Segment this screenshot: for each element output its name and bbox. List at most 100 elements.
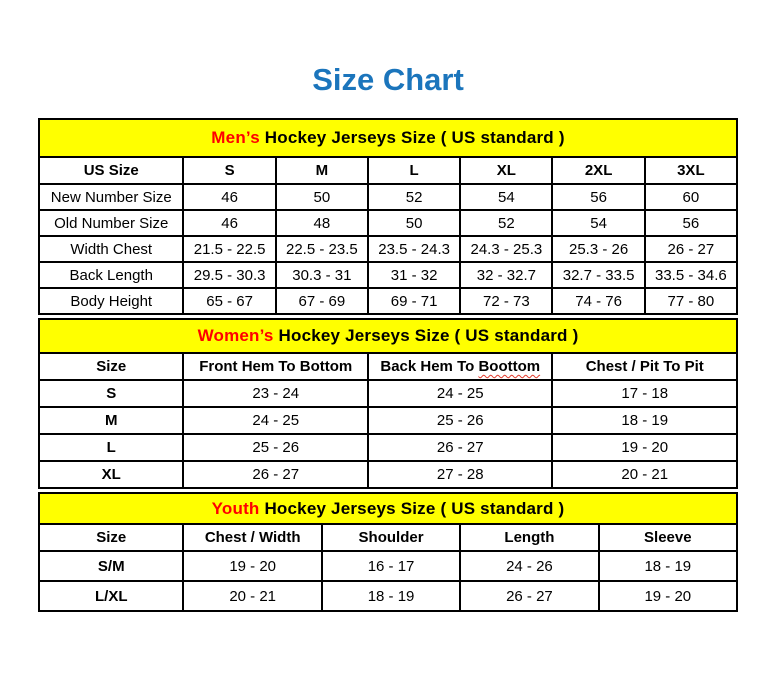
row-label-cell: Body Height: [37, 287, 185, 315]
header-cell: Length: [459, 523, 600, 552]
data-cell: 30.3 - 31: [274, 261, 369, 289]
data-cell: 46: [182, 183, 277, 211]
data-cell: 25 - 26: [182, 433, 369, 462]
table-row: New Number Size 46 50 52 54 56 60: [37, 183, 739, 211]
row-label-cell: S: [37, 379, 185, 408]
data-cell: 26 - 27: [182, 460, 369, 489]
data-cell: 24 - 25: [182, 406, 369, 435]
youth-section-header: Youth Hockey Jerseys Size ( US standard …: [38, 492, 738, 525]
data-cell: 46: [182, 209, 277, 237]
header-cell: L: [366, 156, 462, 185]
header-cell: Back Hem To Boottom: [366, 352, 554, 381]
row-label-cell: New Number Size: [37, 183, 185, 211]
header-cell: US Size: [37, 156, 185, 185]
data-cell: 26 - 27: [643, 235, 739, 263]
data-cell: 52: [459, 209, 554, 237]
youth-title-red-prefix: Youth: [211, 498, 260, 518]
header-cell: Size: [37, 523, 185, 552]
table-row: L 25 - 26 26 - 27 19 - 20: [37, 433, 738, 462]
page-title: Size Chart: [312, 62, 464, 97]
table-row: Width Chest 21.5 - 22.5 22.5 - 23.5 23.5…: [37, 235, 739, 263]
misspelled-word-squiggle: Boottom: [478, 358, 541, 375]
youth-header-row: Size Chest / Width Shoulder Length Sleev…: [37, 523, 739, 552]
data-cell: 19 - 20: [182, 550, 323, 582]
table-row: XL 26 - 27 27 - 28 20 - 21: [37, 460, 738, 489]
data-cell: 20 - 21: [182, 580, 323, 612]
table-row: L/XL 20 - 21 18 - 19 26 - 27 19 - 20: [37, 580, 739, 612]
header-cell: 2XL: [551, 156, 646, 185]
data-cell: 19 - 20: [551, 433, 738, 462]
data-cell: 54: [459, 183, 554, 211]
data-cell: 18 - 19: [551, 406, 738, 435]
youth-size-table: Youth Hockey Jerseys Size ( US standard …: [37, 492, 739, 612]
table-row: S 23 - 24 24 - 25 17 - 18: [37, 379, 738, 408]
data-cell: 77 - 80: [643, 287, 739, 315]
data-cell: 27 - 28: [366, 460, 554, 489]
data-cell: 18 - 19: [597, 550, 739, 582]
data-cell: 29.5 - 30.3: [182, 261, 277, 289]
header-cell: Size: [37, 352, 185, 381]
womens-section-header: Women’s Hockey Jerseys Size ( US standar…: [38, 318, 738, 354]
data-cell: 26 - 27: [459, 580, 600, 612]
data-cell: 22.5 - 23.5: [274, 235, 369, 263]
header-cell: Shoulder: [320, 523, 462, 552]
data-cell: 69 - 71: [366, 287, 462, 315]
data-cell: 24.3 - 25.3: [459, 235, 554, 263]
data-cell: 50: [274, 183, 369, 211]
header-cell: Chest / Width: [182, 523, 323, 552]
womens-header-row: Size Front Hem To Bottom Back Hem To Boo…: [37, 352, 738, 381]
header-cell: Front Hem To Bottom: [182, 352, 369, 381]
mens-title-rest: Hockey Jerseys Size ( US standard ): [259, 128, 565, 147]
data-cell: 20 - 21: [551, 460, 738, 489]
header-cell: 3XL: [643, 156, 739, 185]
size-chart: Men’s Hockey Jerseys Size ( US standard …: [37, 118, 739, 612]
data-cell: 56: [643, 209, 739, 237]
header-cell: M: [274, 156, 369, 185]
mens-section-header: Men’s Hockey Jerseys Size ( US standard …: [38, 118, 738, 158]
table-row: M 24 - 25 25 - 26 18 - 19: [37, 406, 738, 435]
womens-section-title: Women’s Hockey Jerseys Size ( US standar…: [38, 318, 738, 354]
data-cell: 24 - 25: [366, 379, 554, 408]
data-cell: 21.5 - 22.5: [182, 235, 277, 263]
mens-section-title: Men’s Hockey Jerseys Size ( US standard …: [38, 118, 738, 158]
row-label-cell: Old Number Size: [37, 209, 185, 237]
header-text: Back Hem To: [380, 358, 479, 375]
data-cell: 32.7 - 33.5: [551, 261, 646, 289]
data-cell: 56: [551, 183, 646, 211]
data-cell: 18 - 19: [320, 580, 462, 612]
womens-title-red-prefix: Women’s: [197, 326, 274, 345]
header-cell: Chest / Pit To Pit: [551, 352, 738, 381]
row-label-cell: XL: [37, 460, 185, 489]
row-label-cell: L: [37, 433, 185, 462]
data-cell: 32 - 32.7: [459, 261, 554, 289]
mens-size-table: Men’s Hockey Jerseys Size ( US standard …: [37, 118, 739, 315]
data-cell: 23.5 - 24.3: [366, 235, 462, 263]
data-cell: 74 - 76: [551, 287, 646, 315]
youth-section-title: Youth Hockey Jerseys Size ( US standard …: [38, 492, 738, 525]
row-label-cell: L/XL: [37, 580, 185, 612]
data-cell: 33.5 - 34.6: [643, 261, 739, 289]
row-label-cell: Width Chest: [37, 235, 185, 263]
womens-size-table: Women’s Hockey Jerseys Size ( US standar…: [37, 318, 738, 489]
row-label-cell: S/M: [37, 550, 185, 582]
data-cell: 26 - 27: [366, 433, 554, 462]
table-row: Body Height 65 - 67 67 - 69 69 - 71 72 -…: [37, 287, 739, 315]
row-label-cell: Back Length: [37, 261, 185, 289]
data-cell: 31 - 32: [366, 261, 462, 289]
data-cell: 52: [366, 183, 462, 211]
mens-header-row: US Size S M L XL 2XL 3XL: [37, 156, 739, 185]
youth-title-rest: Hockey Jerseys Size ( US standard ): [259, 498, 565, 518]
mens-title-red-prefix: Men’s: [211, 128, 260, 147]
data-cell: 54: [551, 209, 646, 237]
data-cell: 48: [274, 209, 369, 237]
table-row: Old Number Size 46 48 50 52 54 56: [37, 209, 739, 237]
data-cell: 25.3 - 26: [551, 235, 646, 263]
data-cell: 65 - 67: [182, 287, 277, 315]
header-cell: XL: [459, 156, 554, 185]
data-cell: 67 - 69: [274, 287, 369, 315]
womens-title-rest: Hockey Jerseys Size ( US standard ): [273, 326, 579, 345]
data-cell: 24 - 26: [459, 550, 600, 582]
data-cell: 72 - 73: [459, 287, 554, 315]
row-label-cell: M: [37, 406, 185, 435]
data-cell: 25 - 26: [366, 406, 554, 435]
